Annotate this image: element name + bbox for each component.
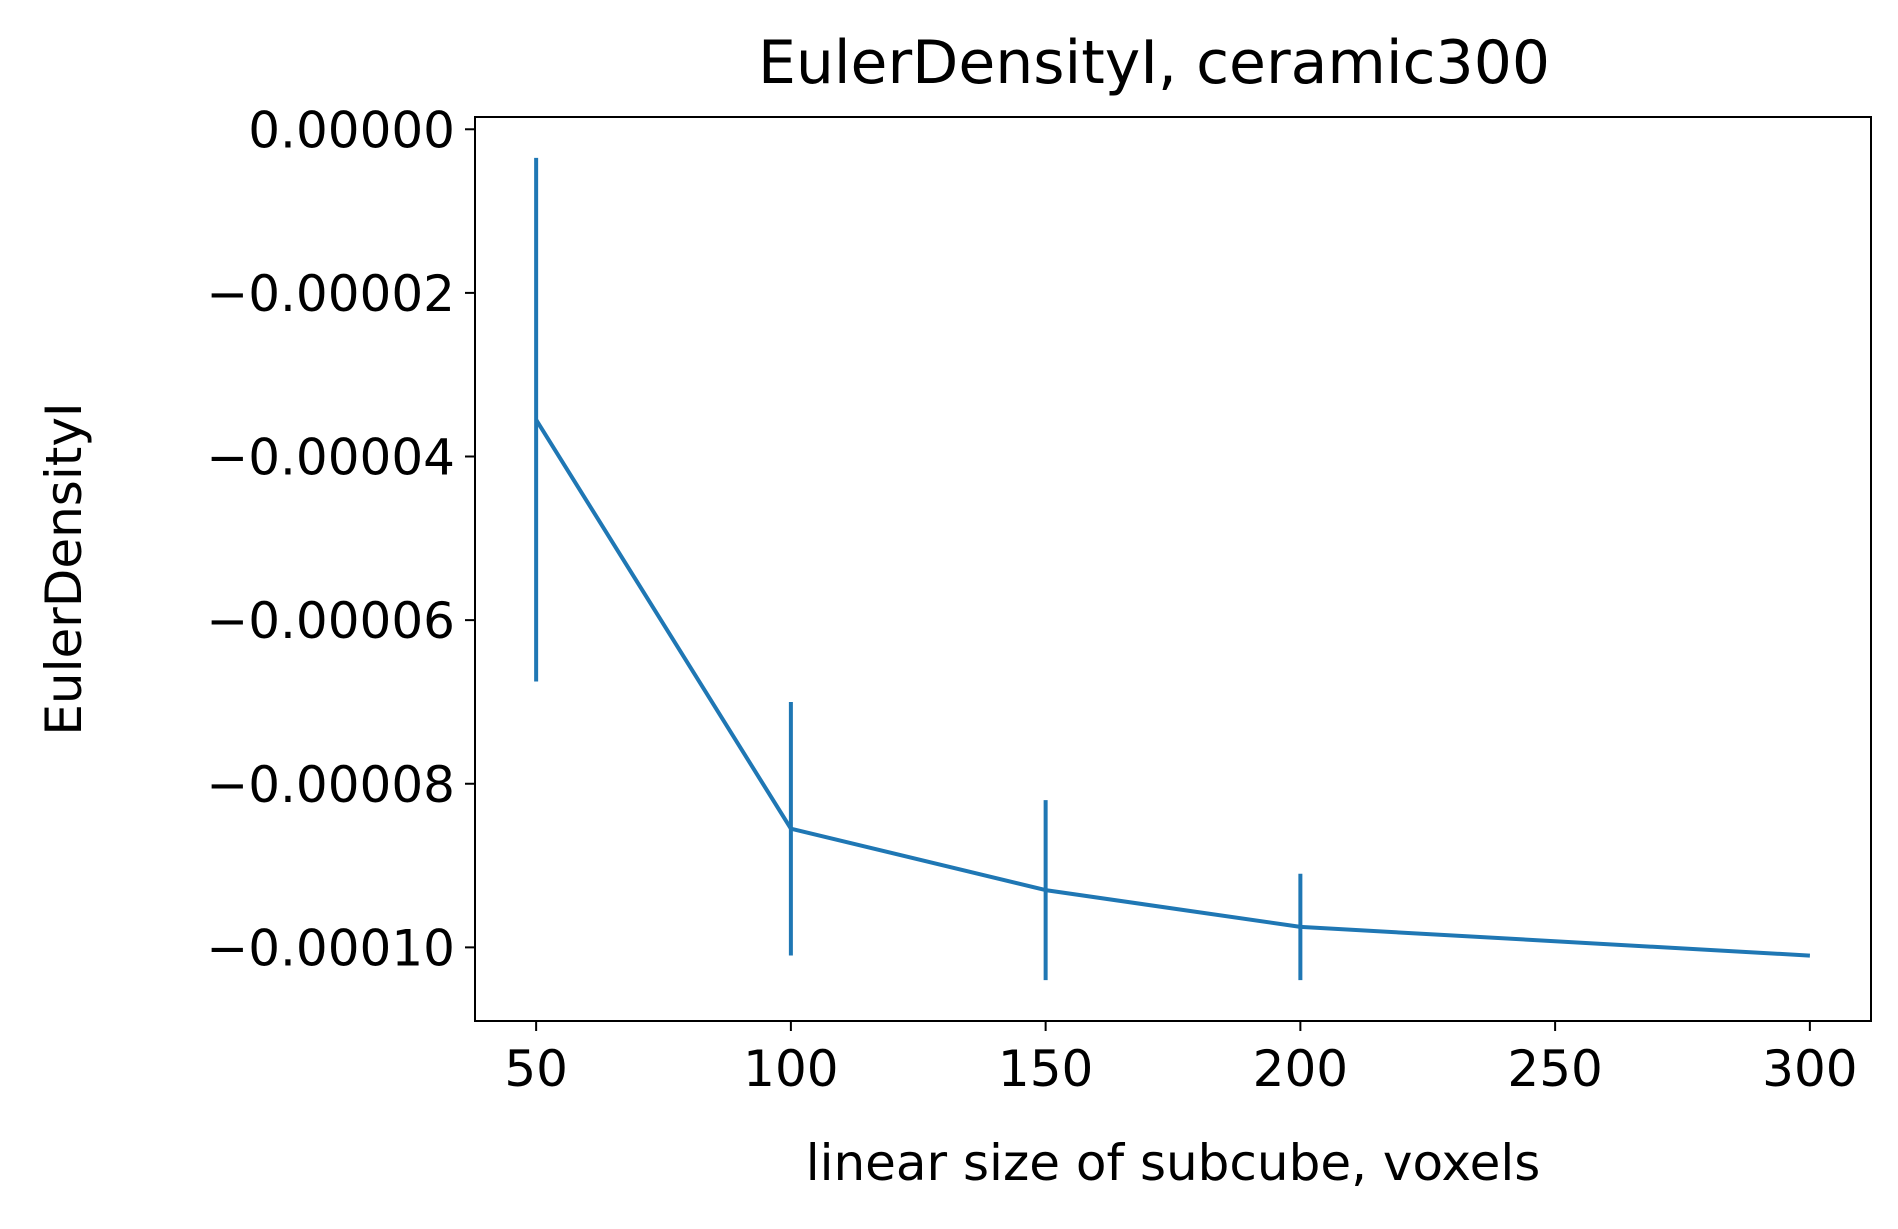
plot-frame (474, 116, 1872, 1022)
y-tick-label: −0.00008 (206, 756, 455, 814)
x-tick-label: 100 (743, 1040, 838, 1098)
x-tick-label: 300 (1762, 1040, 1857, 1098)
y-tick-label: −0.00010 (206, 919, 455, 977)
plot-area (534, 157, 1811, 981)
y-axis-label: EulerDensityI (35, 402, 93, 735)
x-tick-label: 250 (1507, 1040, 1602, 1098)
x-tick-label: 200 (1253, 1040, 1348, 1098)
chart-title: EulerDensityI, ceramic300 (758, 28, 1550, 98)
x-tick-label: 150 (998, 1040, 1093, 1098)
y-axis: 0.00000 −0.00002 −0.00004 −0.00006 −0.00008 −… (206, 101, 475, 977)
y-tick-label: −0.00004 (206, 429, 455, 487)
x-tick-label: 50 (504, 1040, 568, 1098)
y-tick-label: 0.00000 (248, 101, 455, 159)
y-tick-label: −0.00002 (206, 265, 455, 323)
x-axis-label: linear size of subcube, voxels (806, 1134, 1541, 1192)
y-tick-label: −0.00006 (206, 592, 455, 650)
x-axis: 50 100 150 200 250 300 (504, 1021, 1858, 1098)
